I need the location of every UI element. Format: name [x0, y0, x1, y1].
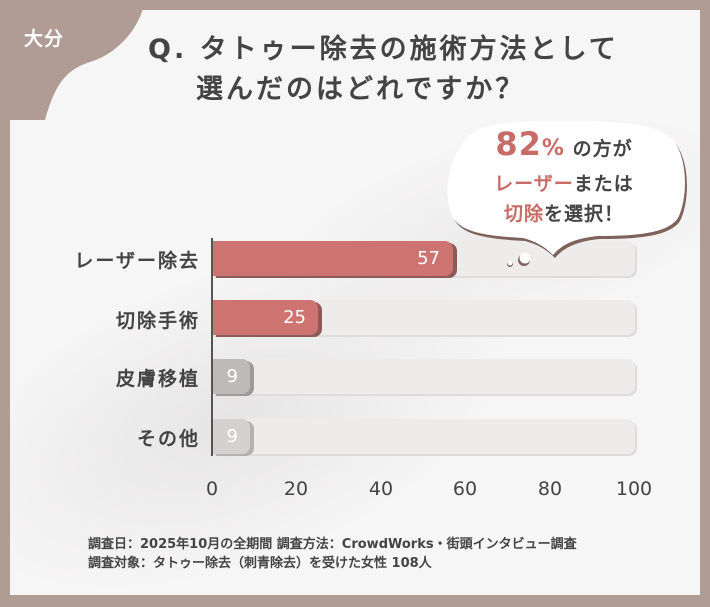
region-corner-shape [0, 0, 145, 120]
bar-other [212, 419, 250, 454]
callout-text: 82% の方が レーザーまたは 切除を選択！ [494, 125, 634, 225]
category-label: 切除手術 [115, 310, 200, 332]
survey-footnote: 調査日：2025年10月の全期間 調査方法：CrowdWorks・街頭インタビュ… [88, 535, 577, 573]
speech-bubble [447, 120, 687, 258]
page-title: Q. タトゥー除去の施術方法として 選んだのはどれですか？ [148, 30, 708, 110]
footnote-line-1: 調査日：2025年10月の全期間 調査方法：CrowdWorks・街頭インタビュ… [88, 537, 577, 552]
x-tick: 80 [537, 478, 563, 500]
footnote-line-2: 調査対象：タトゥー除去（刺青除去）を受けた女性 108人 [88, 556, 432, 571]
callout-percent: 82 [495, 125, 542, 163]
x-tick: 20 [283, 478, 309, 500]
bar-excision [212, 300, 318, 335]
bar-laser [212, 241, 453, 276]
bar-track [212, 359, 635, 394]
x-tick: 0 [205, 478, 219, 500]
bubble-tail-dots [507, 252, 531, 267]
bar-skin-graft [212, 359, 250, 394]
title-line-2: 選んだのはどれですか？ [196, 74, 526, 105]
bar-value: 9 [226, 366, 238, 387]
y-axis-line [211, 238, 213, 456]
category-label: その他 [136, 428, 200, 450]
bar-value: 9 [226, 426, 238, 447]
category-label: レーザー除去 [74, 250, 200, 272]
bar-value: 25 [283, 307, 306, 328]
bar-value: 57 [417, 248, 440, 269]
region-label: 大分 [24, 28, 65, 50]
x-tick: 60 [452, 478, 478, 500]
category-label: 皮膚移植 [115, 368, 200, 390]
title-line-1: Q. タトゥー除去の施術方法として [148, 34, 619, 65]
x-tick: 100 [615, 478, 653, 500]
bar-track [212, 419, 635, 454]
x-tick: 40 [368, 478, 394, 500]
